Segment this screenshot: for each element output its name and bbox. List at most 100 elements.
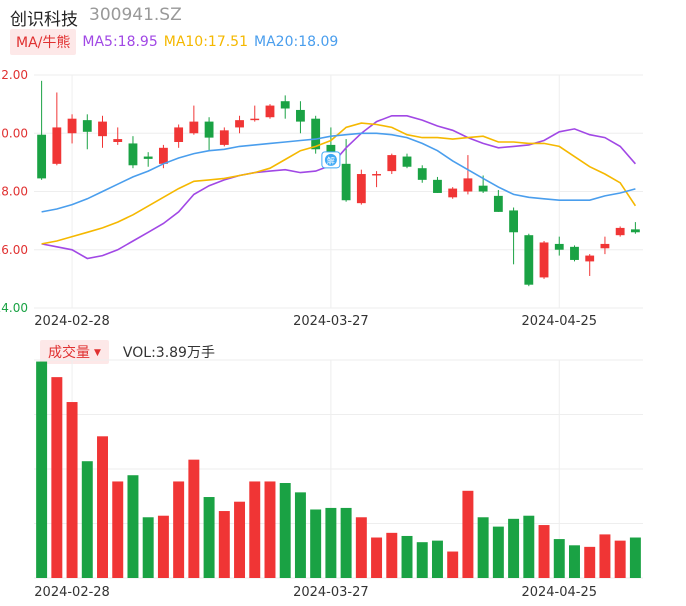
price-tick-label: 16.00: [0, 243, 28, 257]
volume-bar: [325, 507, 337, 578]
volume-bar: [340, 507, 352, 578]
candle-down: [493, 195, 503, 212]
volume-bar: [614, 540, 626, 578]
candle-up: [189, 121, 199, 134]
volume-bar: [371, 537, 383, 578]
candle-down: [128, 143, 138, 166]
candle-down: [554, 243, 564, 250]
ma20-legend-label: MA20:18.09: [254, 34, 339, 50]
candle-up: [219, 130, 229, 145]
volume-bar: [203, 497, 215, 578]
volume-bar: [447, 551, 459, 578]
candle-up: [356, 174, 366, 204]
caret-down-icon: ▼: [94, 348, 101, 358]
candle-up: [67, 118, 77, 134]
date-tick-label: 2024-02-28: [34, 314, 110, 329]
volume-bar: [523, 515, 535, 578]
candle-up: [235, 120, 244, 128]
candle-up: [463, 178, 473, 192]
volume-bar: [538, 525, 550, 578]
candle-down: [326, 144, 336, 154]
candle-up: [448, 188, 458, 198]
candle-up: [585, 255, 595, 262]
volume-bar: [234, 501, 246, 578]
volume-bar: [97, 436, 108, 578]
volume-bar: [173, 481, 185, 578]
volume-bar: [477, 517, 489, 578]
candle-down: [82, 120, 92, 132]
volume-bar: [569, 545, 580, 578]
volume-bar: [81, 461, 93, 578]
candle-up: [250, 118, 260, 121]
volume-bar: [431, 540, 443, 578]
volume-bar: [157, 515, 169, 578]
candle-down: [433, 179, 442, 193]
candle-up: [265, 105, 275, 118]
volume-bar: [553, 539, 565, 578]
volume-bar: [629, 537, 641, 578]
volume-value: VOL:3.89万手: [122, 345, 215, 361]
volume-bar: [218, 511, 230, 578]
date-tick-label: 2024-03-27: [293, 314, 369, 329]
volume-bar: [188, 459, 200, 578]
volume-bar: [386, 532, 398, 578]
volume-bar: [416, 542, 428, 578]
volume-bar: [127, 475, 139, 578]
candle-down: [37, 134, 47, 179]
volume-bar: [508, 518, 520, 578]
date-tick-label: 2024-03-27: [293, 585, 369, 600]
date-tick-label: 2024-04-25: [521, 314, 597, 329]
volume-bar: [401, 535, 413, 578]
candle-up: [113, 139, 123, 142]
price-tick-label: 14.00: [0, 301, 28, 315]
candle-up: [615, 227, 625, 236]
price-tick-label: 22.00: [0, 68, 28, 82]
volume-bar: [112, 481, 124, 578]
volume-bar: [355, 517, 367, 578]
volume-bar: [599, 534, 611, 578]
volume-bar: [492, 526, 504, 578]
volume-bar: [462, 490, 474, 578]
stock-code: 300941.SZ: [89, 5, 182, 25]
price-tick-label: 18.00: [0, 185, 28, 199]
candle-up: [158, 147, 168, 164]
candle-up: [52, 127, 62, 164]
date-tick-label: 2024-02-28: [34, 585, 110, 600]
candle-down: [341, 163, 351, 201]
volume-bar: [294, 492, 306, 578]
volume-bar: [264, 481, 276, 578]
candle-down: [143, 156, 153, 159]
date-tick-label: 2024-04-25: [521, 585, 597, 600]
unlock-marker-icon: [324, 153, 337, 166]
candle-up: [98, 121, 107, 137]
stock-name: 创识科技: [10, 10, 78, 30]
volume-bar: [584, 546, 596, 578]
volume-bar: [142, 517, 154, 578]
unlock-marker-label: 解: [327, 155, 335, 165]
candle-down: [204, 121, 214, 138]
candle-down: [478, 185, 488, 192]
candle-up: [372, 174, 381, 176]
candle-down: [570, 246, 579, 260]
candle-down: [402, 156, 412, 167]
candle-down: [524, 235, 534, 285]
candle-down: [630, 229, 640, 233]
candle-down: [280, 101, 290, 109]
ma20-line: [41, 132, 636, 213]
ma5-line: [41, 115, 637, 260]
ma10-legend-label: MA10:17.51: [163, 34, 249, 50]
ma-legend: MA/牛熊 MA5:18.95 MA10:17.51 MA20:18.09: [10, 29, 344, 55]
ma-indicator-selector[interactable]: MA/牛熊: [10, 29, 77, 55]
volume-bar: [249, 481, 261, 578]
volume-bar: [310, 509, 322, 578]
candle-down: [417, 168, 427, 180]
candle-down: [311, 118, 321, 150]
ma10-line: [41, 122, 637, 245]
candle-up: [387, 155, 397, 172]
price-tick-label: 20.00: [0, 126, 28, 140]
volume-bar: [66, 402, 78, 578]
candle-up: [174, 127, 184, 142]
candle-down: [509, 210, 519, 233]
candle-up: [539, 242, 549, 278]
